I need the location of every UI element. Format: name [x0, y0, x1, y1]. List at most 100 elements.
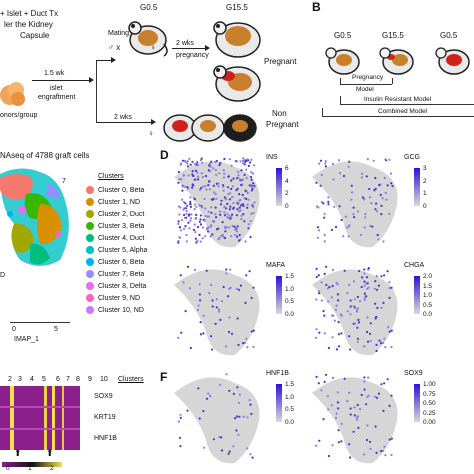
expression-dot	[177, 222, 180, 225]
expression-dot	[185, 209, 188, 213]
expression-dot	[201, 176, 204, 179]
expression-dot	[317, 229, 321, 232]
expression-dot	[375, 288, 379, 291]
expression-dot	[390, 182, 393, 185]
expression-dot	[251, 456, 254, 459]
expression-dot	[180, 219, 184, 222]
expression-dot	[198, 417, 201, 420]
expression-dot	[193, 203, 196, 206]
expression-dot	[377, 392, 380, 395]
colorbar-tick: 1.5	[285, 273, 295, 280]
expression-dot	[210, 283, 213, 286]
expression-dot	[349, 407, 352, 410]
expression-dot	[251, 187, 254, 190]
expression-dot	[217, 308, 221, 311]
expression-dot	[228, 389, 231, 392]
colorbar	[414, 384, 420, 422]
heatmap-col-number: 10	[100, 376, 108, 383]
female-symbol: ♀	[150, 43, 156, 52]
heatmap-plot	[0, 386, 80, 450]
expression-dot	[320, 281, 323, 284]
clusters-legend-header: Clusters	[98, 173, 124, 180]
expression-dot	[207, 210, 210, 213]
expression-dot	[223, 157, 226, 161]
expression-dot	[177, 181, 180, 184]
engraft-label-2: islet	[50, 85, 63, 92]
expression-dot	[238, 193, 241, 196]
expression-dot	[388, 404, 391, 407]
legend-label: Cluster 3, Beta	[98, 223, 145, 230]
expression-dot	[215, 298, 218, 301]
expression-dot	[210, 211, 213, 214]
expression-dot	[368, 332, 372, 335]
expression-dot	[191, 186, 194, 189]
expression-dot	[315, 275, 318, 279]
expression-dot	[244, 189, 247, 192]
expression-dot	[363, 292, 366, 295]
expression-dot	[339, 313, 342, 316]
expression-dot	[215, 197, 218, 200]
legend-swatch	[86, 282, 94, 290]
expression-dot	[239, 160, 242, 163]
colorbar	[414, 276, 420, 314]
expression-dot	[369, 322, 372, 325]
expression-dot	[348, 283, 351, 286]
expression-dot	[315, 328, 318, 331]
legend-swatch	[86, 210, 94, 218]
expression-dot	[384, 454, 387, 457]
expression-dot	[368, 196, 371, 199]
expression-dot	[361, 276, 364, 279]
legend-swatch	[86, 222, 94, 230]
expression-dot	[337, 159, 340, 162]
expression-dot	[223, 236, 227, 240]
expression-dot	[386, 378, 389, 381]
expression-dot	[228, 208, 231, 211]
expression-dot	[209, 394, 212, 398]
expression-dot	[349, 413, 352, 416]
expression-dot	[178, 177, 181, 181]
expression-dot	[390, 329, 393, 332]
expression-dot	[230, 179, 233, 182]
expression-dot	[196, 161, 199, 164]
expression-dot	[234, 417, 237, 420]
expression-dot	[196, 239, 199, 242]
g05-label: G0.5	[140, 3, 158, 12]
expression-dot	[348, 443, 351, 446]
expression-dot	[245, 337, 248, 340]
expression-dot	[226, 216, 229, 219]
expression-dot	[245, 274, 248, 277]
expression-dot	[177, 336, 180, 339]
expression-dot	[242, 162, 245, 165]
expression-dot	[355, 418, 359, 421]
expression-dot	[179, 416, 182, 419]
expression-dot	[195, 213, 198, 216]
expression-dot	[375, 349, 378, 353]
expression-dot	[177, 420, 180, 423]
expression-dot	[250, 212, 253, 215]
expression-dot	[367, 286, 370, 289]
expression-dot	[323, 216, 326, 219]
expression-dot	[230, 216, 233, 219]
expression-dot	[318, 292, 321, 295]
expression-dot	[205, 228, 208, 231]
engraft-arrow	[32, 77, 94, 83]
expression-dot	[363, 268, 366, 271]
expression-dot	[244, 301, 247, 304]
expression-dot	[197, 387, 200, 390]
expression-dot	[388, 296, 391, 299]
expression-dot	[340, 422, 343, 425]
expression-dot	[364, 216, 367, 219]
expression-dot	[189, 163, 192, 166]
expression-dot	[201, 226, 205, 229]
expression-dot	[319, 159, 323, 162]
expression-dot	[365, 295, 368, 298]
expression-dot	[179, 229, 183, 232]
expression-dot	[369, 339, 372, 342]
expression-dot	[349, 299, 352, 302]
expression-dot	[185, 212, 188, 215]
expression-dot	[338, 205, 341, 208]
expression-dot	[183, 227, 186, 230]
colorbar	[276, 276, 282, 314]
expression-dot	[215, 228, 219, 231]
legend-label: Cluster 5, Alpha	[98, 247, 148, 254]
